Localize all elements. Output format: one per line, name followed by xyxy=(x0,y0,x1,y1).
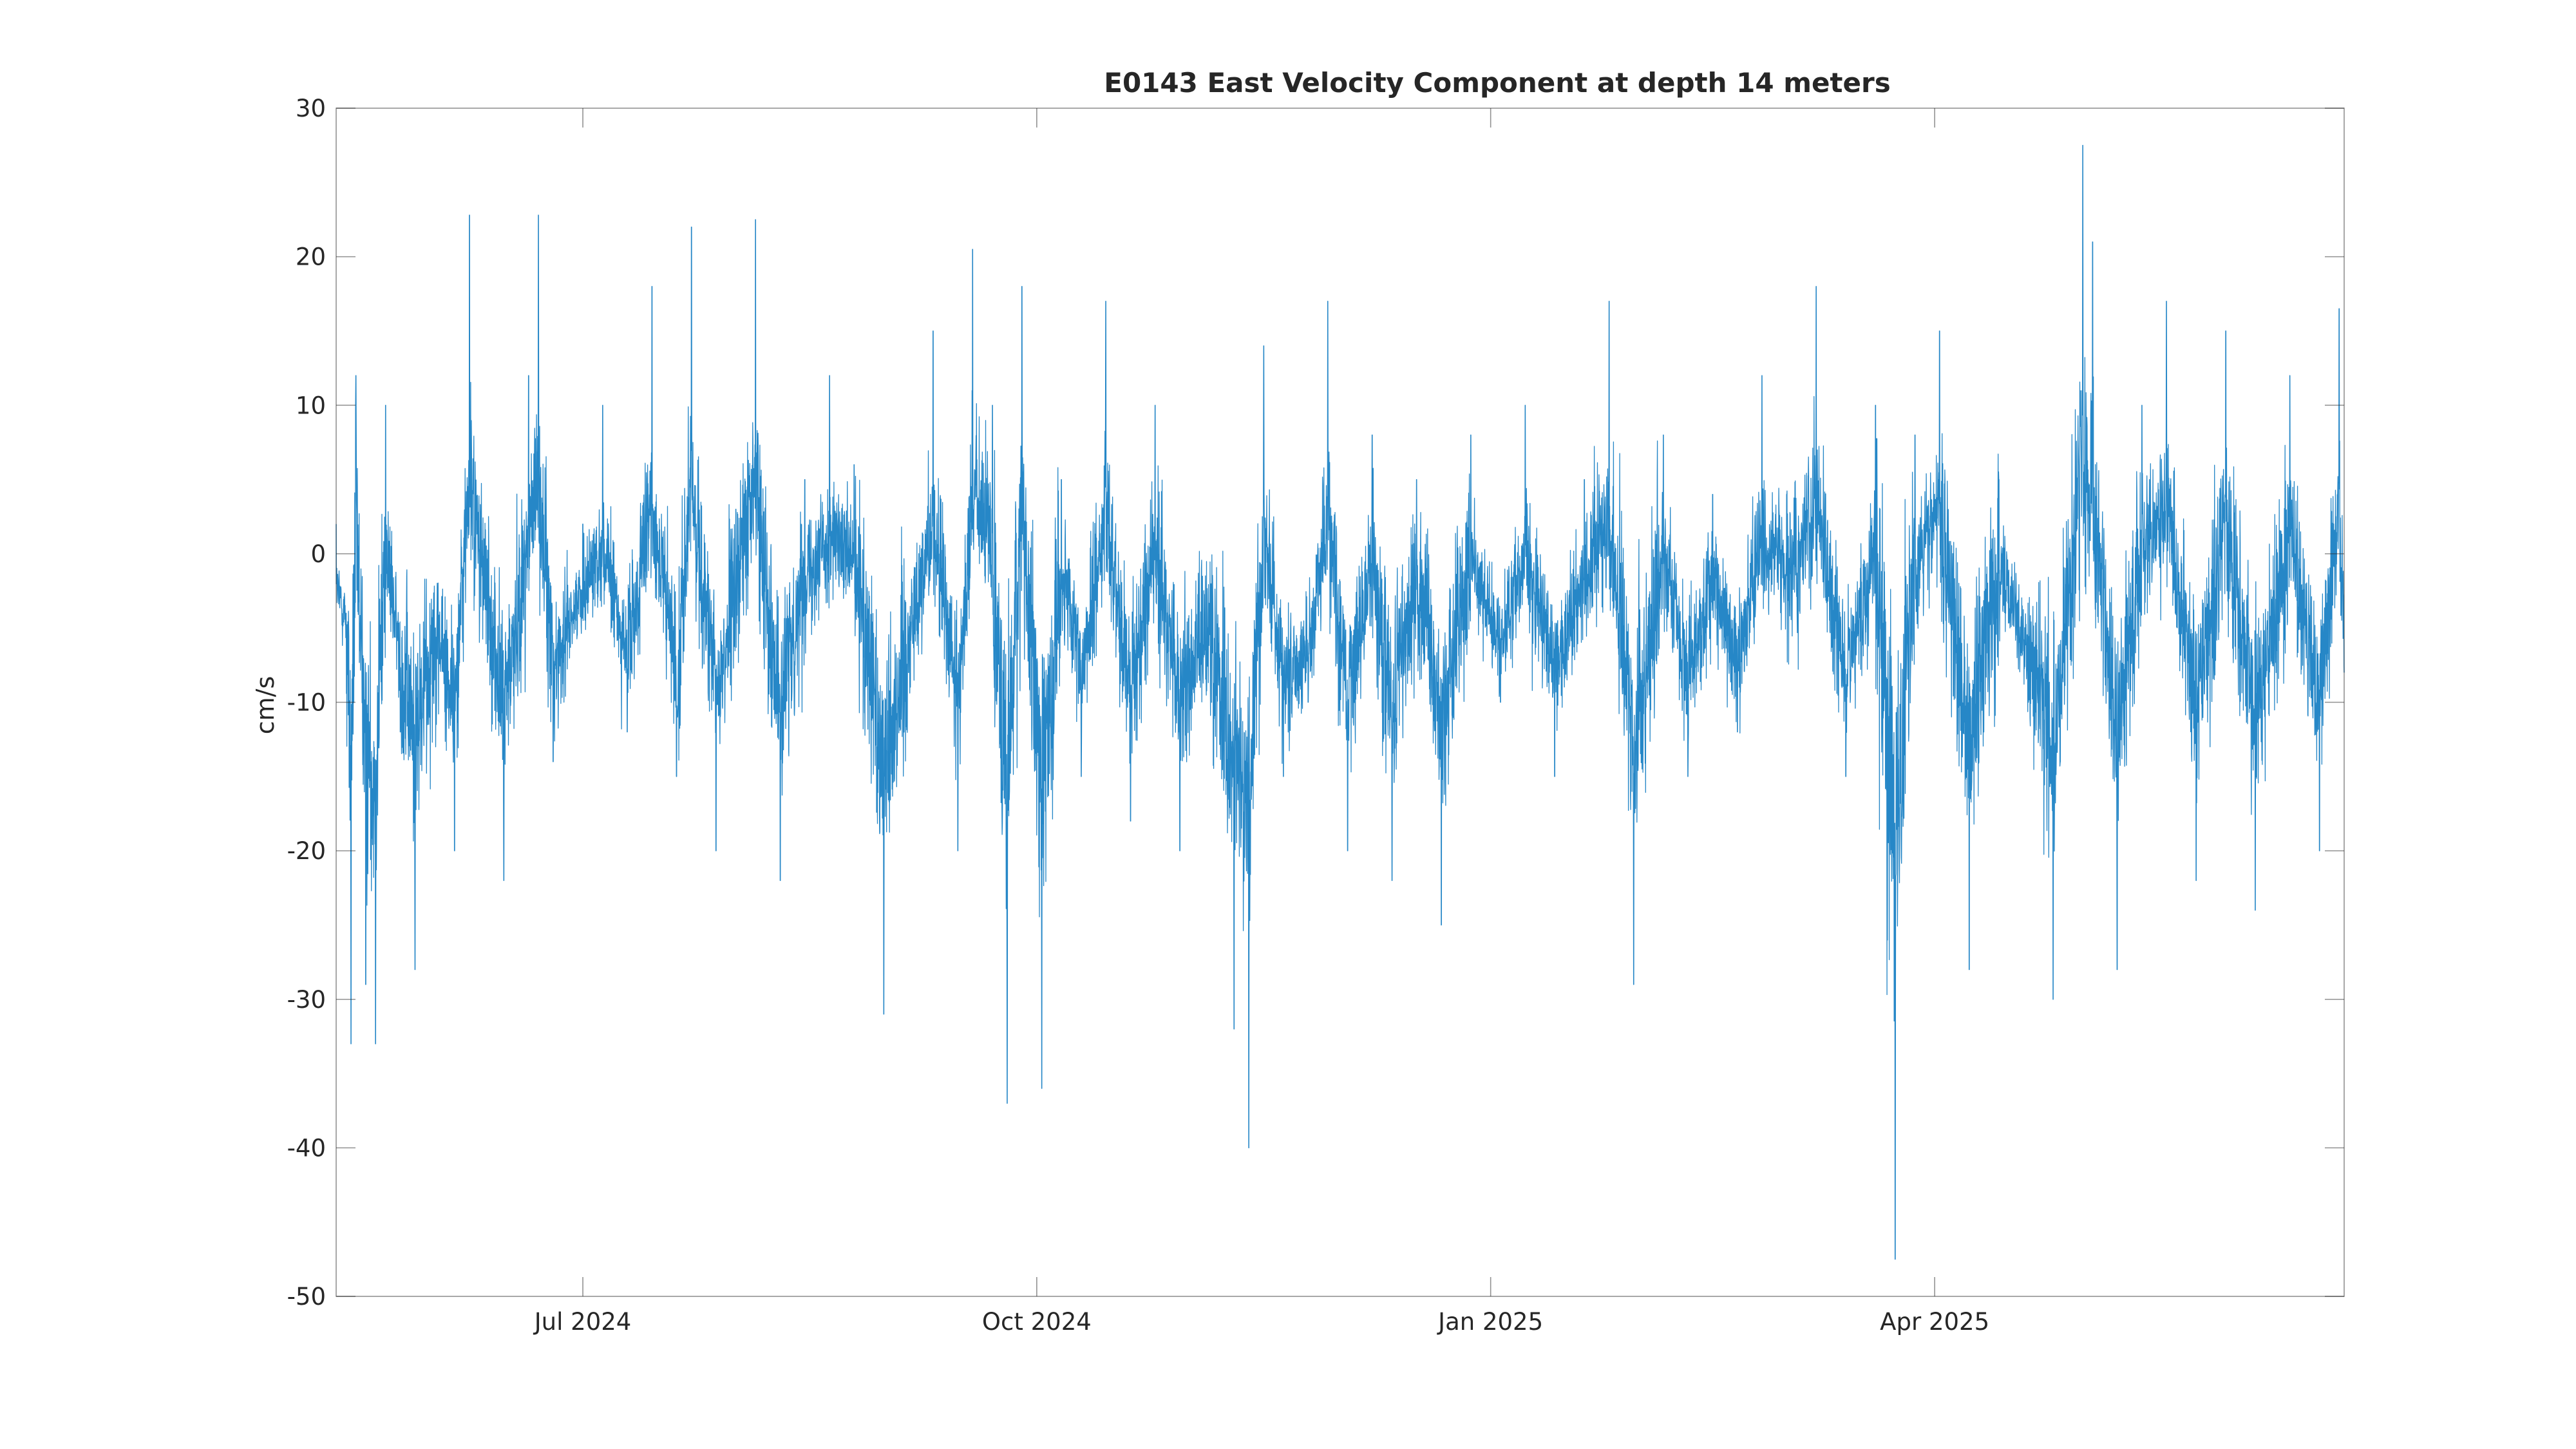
y-tick-label: 30 xyxy=(296,95,326,122)
series-layer xyxy=(336,145,2345,1260)
y-axis-label: cm/s xyxy=(251,676,279,735)
x-tick-label: Apr 2025 xyxy=(1880,1308,1989,1336)
y-axis: 30 20 10 0 -10 -20 -30 -40 -50 xyxy=(287,95,2344,1311)
y-tick-label: 10 xyxy=(296,392,326,419)
chart-title: E0143 East Velocity Component at depth 1… xyxy=(1104,67,1890,99)
x-tick-label: Oct 2024 xyxy=(982,1308,1092,1336)
y-tick-label: 20 xyxy=(296,243,326,271)
series-line xyxy=(336,145,2345,1260)
y-tick-label: -50 xyxy=(287,1283,326,1311)
x-tick-label: Jan 2025 xyxy=(1437,1308,1543,1336)
y-tick-label: -30 xyxy=(287,986,326,1014)
x-tick-label: Jul 2024 xyxy=(533,1308,632,1336)
y-tick-label: 0 xyxy=(310,540,326,568)
y-tick-label: -20 xyxy=(287,837,326,865)
axes-box xyxy=(336,108,2345,1297)
y-tick-label: -40 xyxy=(287,1134,326,1162)
y-tick-label: -10 xyxy=(287,689,326,717)
x-axis: Jul 2024 Oct 2024 Jan 2025 Apr 2025 xyxy=(533,108,1989,1336)
